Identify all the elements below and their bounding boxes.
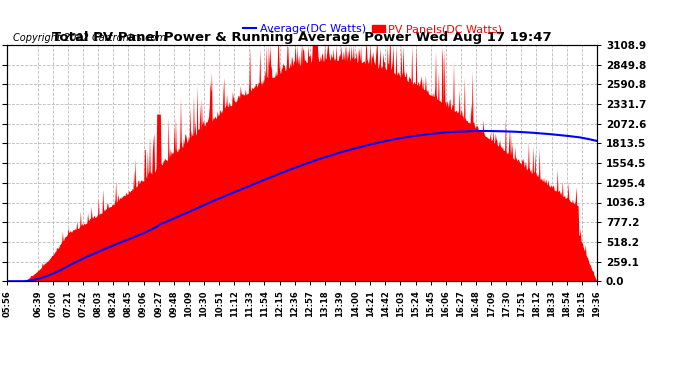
Legend: Average(DC Watts), PV Panels(DC Watts): Average(DC Watts), PV Panels(DC Watts) xyxy=(239,20,506,39)
Title: Total PV Panel Power & Running Average Power Wed Aug 17 19:47: Total PV Panel Power & Running Average P… xyxy=(52,31,552,44)
Text: Copyright 2022 Cartronics.com: Copyright 2022 Cartronics.com xyxy=(13,33,166,43)
